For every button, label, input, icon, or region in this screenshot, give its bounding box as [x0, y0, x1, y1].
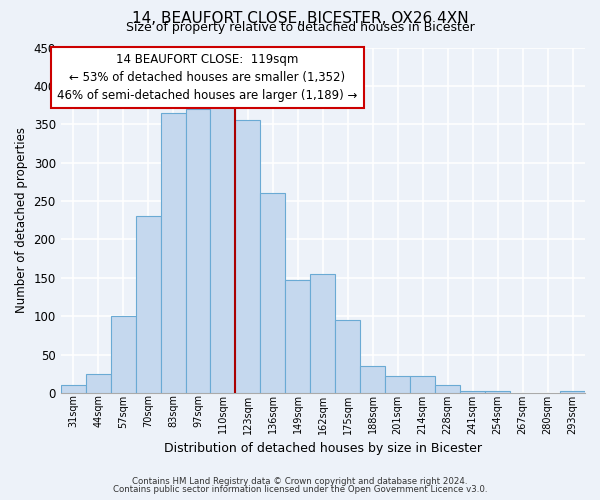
Bar: [235, 120, 260, 393]
Text: Contains HM Land Registry data © Crown copyright and database right 2024.: Contains HM Land Registry data © Crown c…: [132, 477, 468, 486]
Bar: [286, 280, 310, 393]
Bar: [185, 109, 211, 393]
Y-axis label: Number of detached properties: Number of detached properties: [15, 127, 28, 313]
Bar: [385, 376, 410, 393]
Bar: [211, 105, 235, 393]
Bar: [161, 112, 185, 393]
Text: 14 BEAUFORT CLOSE:  119sqm
← 53% of detached houses are smaller (1,352)
46% of s: 14 BEAUFORT CLOSE: 119sqm ← 53% of detac…: [57, 52, 358, 102]
Bar: [360, 366, 385, 393]
Text: Contains public sector information licensed under the Open Government Licence v3: Contains public sector information licen…: [113, 484, 487, 494]
Bar: [560, 392, 585, 393]
Bar: [310, 274, 335, 393]
Bar: [110, 316, 136, 393]
Bar: [61, 385, 86, 393]
Bar: [485, 392, 510, 393]
Bar: [335, 320, 360, 393]
Bar: [435, 385, 460, 393]
Text: Size of property relative to detached houses in Bicester: Size of property relative to detached ho…: [125, 22, 475, 35]
Bar: [86, 374, 110, 393]
Bar: [260, 194, 286, 393]
X-axis label: Distribution of detached houses by size in Bicester: Distribution of detached houses by size …: [164, 442, 482, 455]
Bar: [410, 376, 435, 393]
Bar: [136, 216, 161, 393]
Bar: [460, 390, 485, 393]
Text: 14, BEAUFORT CLOSE, BICESTER, OX26 4XN: 14, BEAUFORT CLOSE, BICESTER, OX26 4XN: [131, 11, 469, 26]
